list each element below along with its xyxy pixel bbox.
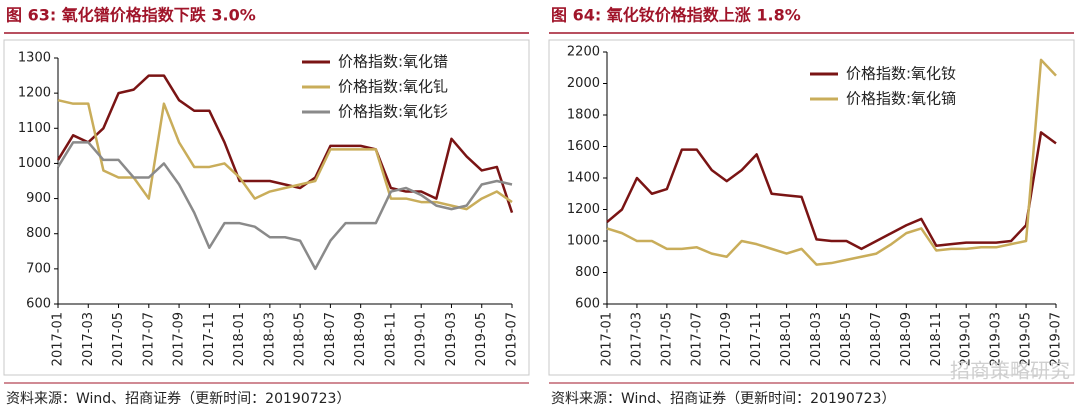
- legend-label: 价格指数:氧化钕: [846, 65, 956, 83]
- x-tick-label: 2017-03: [81, 312, 96, 366]
- y-tick-label: 900: [26, 191, 51, 206]
- chart-title: 图 64: 氧化钕价格指数上涨 1.8%: [551, 6, 801, 25]
- x-tick-label: 2017-03: [629, 312, 644, 366]
- x-tick-label: 2017-07: [689, 312, 704, 366]
- x-tick-label: 2019-01: [414, 312, 429, 366]
- y-tick-label: 600: [26, 297, 51, 312]
- y-tick-label: 1400: [567, 171, 600, 186]
- x-tick-label: 2019-01: [959, 312, 974, 366]
- y-tick-label: 1200: [567, 202, 600, 217]
- x-tick-label: 2018-09: [899, 312, 914, 366]
- y-tick-label: 600: [575, 297, 600, 312]
- series-line: [56, 74, 514, 214]
- x-tick-label: 2018-09: [353, 312, 368, 366]
- watermark: 招商策略研究: [950, 359, 1070, 383]
- y-tick-label: 1000: [567, 234, 600, 249]
- x-tick-label: 2017-05: [111, 312, 126, 366]
- x-tick-label: 2019-05: [474, 312, 489, 366]
- x-tick-label: 2018-05: [839, 312, 854, 366]
- x-tick-label: 2017-09: [719, 312, 734, 366]
- x-tick-label: 2017-01: [600, 312, 615, 366]
- x-tick-label: 2019-03: [989, 312, 1004, 366]
- legend-label: 价格指数:氧化钆: [338, 78, 448, 96]
- y-tick-label: 1200: [18, 86, 51, 101]
- x-tick-label: 2019-05: [1019, 312, 1034, 366]
- x-tick-label: 2018-03: [809, 312, 824, 366]
- plot-frame: [548, 39, 1075, 376]
- series-line: [56, 141, 513, 271]
- y-tick-label: 1000: [18, 156, 51, 171]
- series-line: [606, 58, 1057, 266]
- x-tick-label: 2017-01: [51, 312, 66, 366]
- x-tick-label: 2017-11: [202, 312, 217, 366]
- x-tick-label: 2018-11: [383, 312, 398, 366]
- source-note: 资料来源：Wind、招商证券（更新时间：20190723）: [551, 391, 895, 407]
- y-tick-label: 2000: [567, 76, 600, 91]
- legend-label: 价格指数:氧化镝: [846, 90, 956, 108]
- x-tick-label: 2018-07: [869, 312, 884, 366]
- y-tick-label: 1300: [18, 51, 51, 66]
- y-tick-label: 1100: [18, 121, 51, 136]
- x-tick-label: 2018-05: [293, 312, 308, 366]
- x-tick-label: 2017-09: [172, 312, 187, 366]
- x-tick-label: 2018-11: [929, 312, 944, 366]
- x-tick-label: 2019-03: [444, 312, 459, 366]
- y-tick-label: 2200: [567, 45, 600, 60]
- x-tick-label: 2018-01: [779, 312, 794, 366]
- x-tick-label: 2018-07: [323, 312, 338, 366]
- x-tick-label: 2017-11: [749, 312, 764, 366]
- plot-frame: [3, 39, 530, 376]
- chart-panel: 图 64: 氧化钕价格指数上涨 1.8% 资料来源：Wind、招商证券（更新时间：…: [548, 6, 1075, 407]
- source-note: 资料来源：Wind、招商证券（更新时间：20190723）: [6, 391, 350, 407]
- y-tick-label: 800: [575, 265, 600, 280]
- x-tick-label: 2019-07: [505, 312, 520, 366]
- y-tick-label: 1600: [567, 139, 600, 154]
- legend-label: 价格指数:氧化镨: [338, 53, 448, 71]
- chart-panel: 图 63: 氧化镨价格指数下跌 3.0% 资料来源：Wind、招商证券（更新时间：…: [3, 6, 530, 407]
- x-tick-label: 2017-05: [659, 312, 674, 366]
- y-tick-label: 800: [26, 226, 51, 241]
- y-tick-label: 1800: [567, 108, 600, 123]
- legend-label: 价格指数:氧化钐: [338, 103, 448, 121]
- chart-title: 图 63: 氧化镨价格指数下跌 3.0%: [6, 6, 256, 25]
- x-tick-label: 2019-07: [1049, 312, 1064, 366]
- x-tick-label: 2017-07: [141, 312, 156, 366]
- series-line: [606, 131, 1057, 251]
- y-tick-label: 700: [26, 261, 51, 276]
- x-tick-label: 2018-01: [232, 312, 247, 366]
- x-tick-label: 2018-03: [262, 312, 277, 366]
